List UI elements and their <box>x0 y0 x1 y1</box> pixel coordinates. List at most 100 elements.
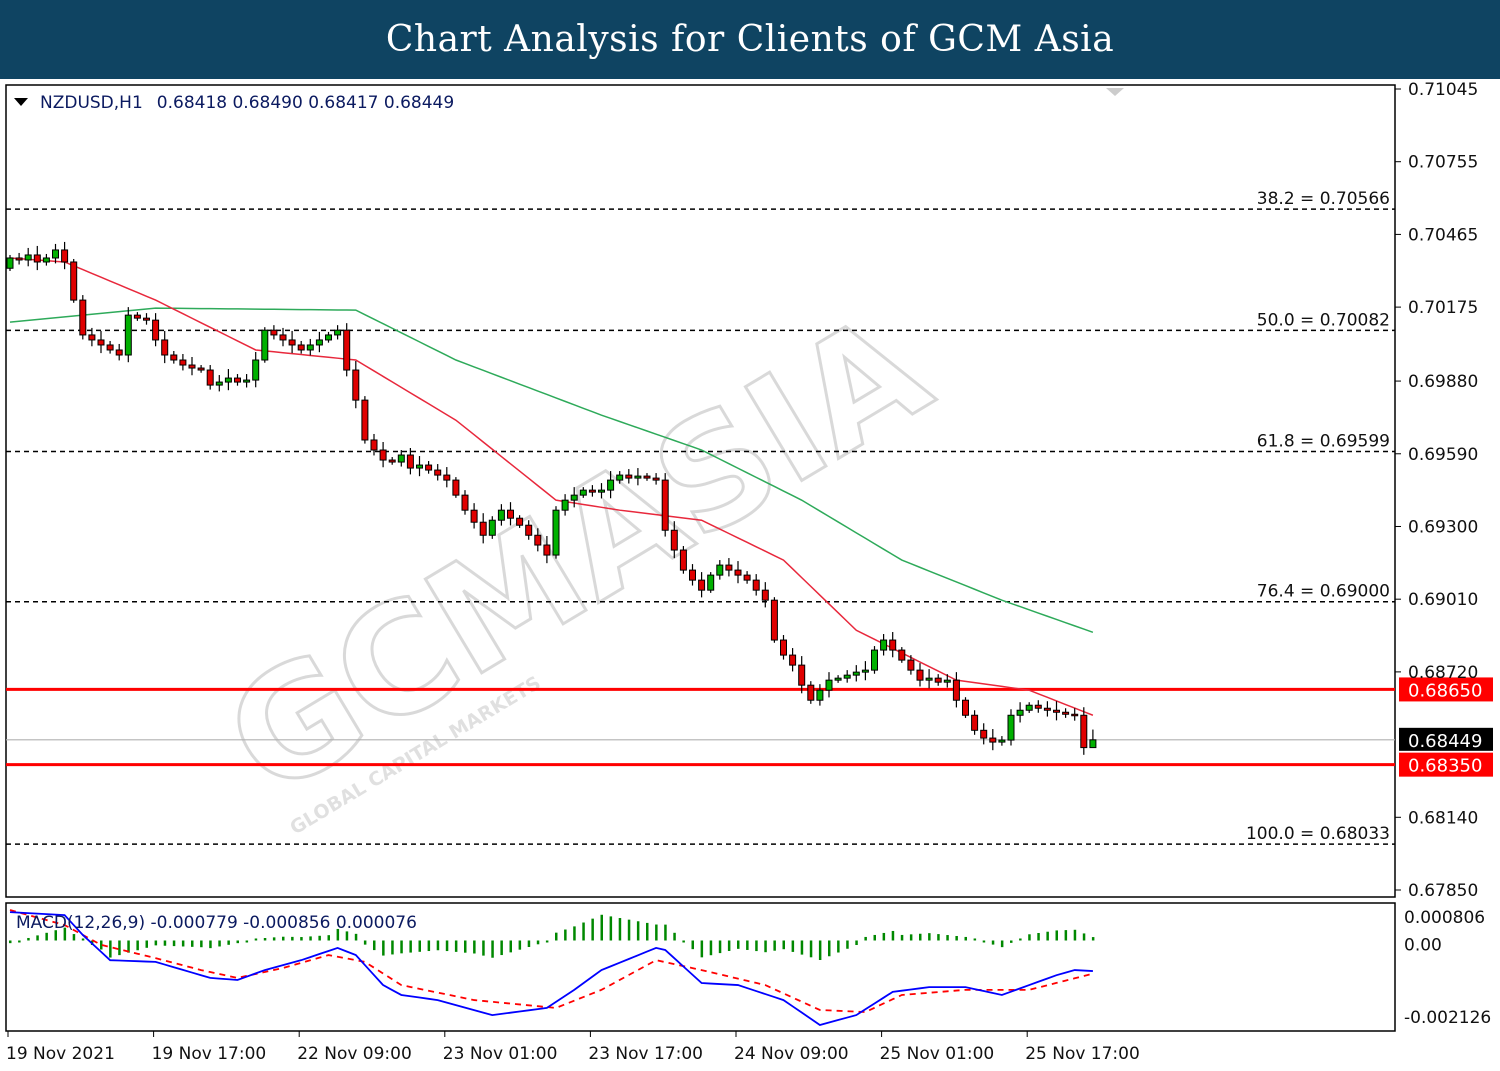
candle <box>206 365 214 390</box>
candle-body <box>579 489 587 496</box>
price-axis-label: 0.69590 <box>1408 445 1478 465</box>
macd-histogram-bar <box>500 940 503 956</box>
candle-body <box>443 474 451 481</box>
macd-histogram-bar <box>818 940 822 960</box>
candle <box>989 729 997 751</box>
fib-label: 100.0 = 0.68033 <box>1246 824 1390 844</box>
price-axis-label: 0.68720 <box>1408 663 1478 683</box>
candle <box>270 325 278 340</box>
candle-body <box>197 367 205 371</box>
candle-body <box>61 249 69 263</box>
macd-histogram-bar <box>236 940 239 944</box>
macd-histogram-bar <box>682 940 685 943</box>
macd-histogram-bar <box>937 934 940 941</box>
candle <box>161 330 169 364</box>
macd-histogram-bar <box>582 922 585 941</box>
price-axis-label: 0.70175 <box>1408 298 1478 318</box>
candle <box>133 312 141 321</box>
price-axis-label: 0.68140 <box>1408 808 1478 828</box>
price-axis-label: 0.69010 <box>1408 590 1478 610</box>
macd-histogram-bar <box>309 936 312 941</box>
candle-body <box>543 544 551 556</box>
macd-histogram-bar <box>864 936 867 941</box>
candle <box>1089 729 1097 749</box>
candle-body <box>461 494 469 511</box>
macd-histogram-bar <box>436 940 440 951</box>
dropdown-triangle-icon[interactable] <box>14 98 28 106</box>
candle-body <box>625 474 633 479</box>
macd-histogram-bar <box>909 934 913 941</box>
candle-body <box>588 489 596 493</box>
candle-body <box>106 344 114 351</box>
candle-body <box>143 317 150 321</box>
candle-body <box>989 737 997 743</box>
candle-body <box>925 677 933 681</box>
candle <box>33 245 41 271</box>
macd-histogram-bar <box>782 940 785 950</box>
candle-body <box>1062 711 1070 715</box>
macd-histogram-bar <box>45 932 48 941</box>
macd-histogram-bar <box>1055 930 1058 941</box>
candle-body <box>343 329 351 371</box>
macd-histogram-bar <box>509 940 512 953</box>
candle-body <box>70 261 78 301</box>
candle <box>252 351 260 388</box>
price-axis-label: 0.67850 <box>1408 881 1478 901</box>
candle-body <box>725 564 733 571</box>
candle <box>488 516 496 539</box>
macd-histogram-bar <box>545 940 549 943</box>
candle <box>507 502 514 526</box>
candle-body <box>261 329 269 361</box>
candle-body <box>861 669 869 673</box>
level-price-label: 0.68650 <box>1408 680 1482 701</box>
fib-label: 61.8 = 0.69599 <box>1257 432 1390 452</box>
candle-body <box>1016 709 1024 716</box>
candle <box>716 560 724 580</box>
candle <box>397 450 405 467</box>
macd-histogram-bar <box>136 940 139 951</box>
main-chart-frame <box>5 84 1396 898</box>
candle-body <box>252 359 260 381</box>
current-price-tag <box>1399 727 1493 751</box>
candle <box>843 670 851 683</box>
candle-body <box>889 639 897 651</box>
macd-histogram-bar <box>573 926 576 941</box>
macd-histogram-bar <box>473 940 476 954</box>
candle-body <box>689 569 696 581</box>
macd-histogram-bar <box>27 937 30 941</box>
macd-histogram-bar <box>409 940 412 953</box>
macd-histogram-bar <box>464 940 467 953</box>
chart-shift-marker-icon[interactable] <box>1106 88 1124 96</box>
macd-histogram-bar <box>172 940 176 947</box>
candle-body <box>952 679 960 701</box>
candle-body <box>1025 704 1033 711</box>
candle <box>15 252 23 265</box>
candle <box>334 325 342 340</box>
candle-body <box>488 519 496 536</box>
macd-histogram-bar <box>373 940 376 951</box>
candle-body <box>734 569 742 576</box>
macd-histogram-bar <box>591 918 594 941</box>
candle-body <box>507 509 514 519</box>
macd-histogram-bar <box>837 940 840 953</box>
macd-histogram-bar <box>100 940 103 950</box>
macd-histogram-bar <box>163 940 167 946</box>
candle <box>388 457 396 465</box>
candle <box>807 681 815 704</box>
candle-body <box>325 334 332 341</box>
candle <box>152 313 160 347</box>
candle <box>952 672 960 708</box>
candle <box>516 515 524 528</box>
candle <box>679 546 687 574</box>
candle <box>707 572 715 593</box>
candle-body <box>1034 704 1042 709</box>
fib-label: 76.4 = 0.69000 <box>1257 582 1390 602</box>
candle <box>661 473 669 537</box>
macd-histogram-bar <box>700 940 704 958</box>
candle-body <box>752 579 760 591</box>
macd-histogram-bar <box>873 934 876 941</box>
macd-histogram-bar <box>791 940 795 952</box>
macd-histogram-bar <box>891 930 895 941</box>
macd-histogram-bar <box>618 918 622 941</box>
candle-body <box>361 399 369 441</box>
